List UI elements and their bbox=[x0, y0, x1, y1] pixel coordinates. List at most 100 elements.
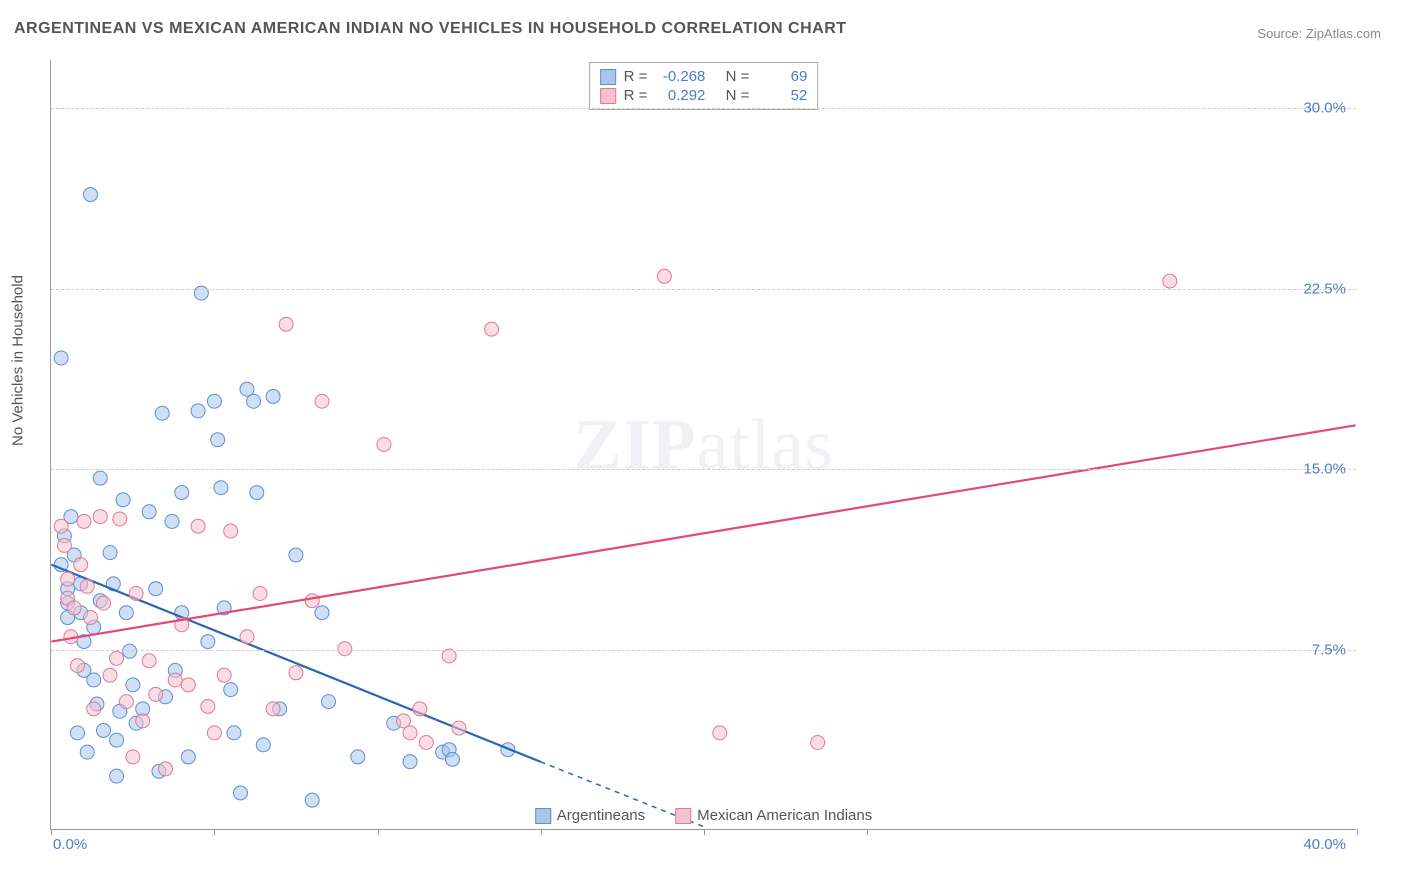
data-point bbox=[119, 695, 133, 709]
data-point bbox=[54, 351, 68, 365]
data-point bbox=[168, 673, 182, 687]
data-point bbox=[713, 726, 727, 740]
data-point bbox=[201, 699, 215, 713]
data-point bbox=[224, 524, 238, 538]
data-point bbox=[110, 651, 124, 665]
data-point bbox=[1163, 274, 1177, 288]
trend-line bbox=[51, 425, 1355, 641]
legend-swatch-1 bbox=[675, 808, 691, 824]
xtick-label: 40.0% bbox=[1303, 836, 1346, 853]
xtick bbox=[214, 829, 215, 835]
data-point bbox=[54, 519, 68, 533]
data-point bbox=[74, 558, 88, 572]
data-point bbox=[70, 659, 84, 673]
trend-line bbox=[51, 565, 540, 762]
data-point bbox=[207, 394, 221, 408]
data-point bbox=[211, 433, 225, 447]
data-point bbox=[116, 493, 130, 507]
data-point bbox=[445, 752, 459, 766]
xtick bbox=[1357, 829, 1358, 835]
data-point bbox=[165, 514, 179, 528]
gridline bbox=[51, 108, 1356, 109]
data-point bbox=[97, 723, 111, 737]
data-point bbox=[149, 687, 163, 701]
data-point bbox=[129, 587, 143, 601]
xtick bbox=[704, 829, 705, 835]
data-point bbox=[256, 738, 270, 752]
xtick bbox=[867, 829, 868, 835]
ytick-label: 7.5% bbox=[1312, 641, 1346, 658]
data-point bbox=[233, 786, 247, 800]
data-point bbox=[97, 596, 111, 610]
data-point bbox=[175, 486, 189, 500]
data-point bbox=[87, 673, 101, 687]
data-point bbox=[250, 486, 264, 500]
xtick bbox=[51, 829, 52, 835]
data-point bbox=[158, 762, 172, 776]
data-point bbox=[214, 481, 228, 495]
data-point bbox=[119, 606, 133, 620]
source-attribution: Source: ZipAtlas.com bbox=[1257, 26, 1381, 41]
data-point bbox=[126, 750, 140, 764]
data-point bbox=[247, 394, 261, 408]
data-point bbox=[419, 735, 433, 749]
data-point bbox=[452, 721, 466, 735]
legend-item-0: Argentineans bbox=[535, 807, 645, 824]
legend-label-0: Argentineans bbox=[557, 807, 645, 824]
data-point bbox=[266, 389, 280, 403]
legend-swatch-0 bbox=[535, 808, 551, 824]
ytick-label: 15.0% bbox=[1303, 461, 1346, 478]
data-point bbox=[181, 678, 195, 692]
data-point bbox=[279, 317, 293, 331]
data-point bbox=[93, 510, 107, 524]
gridline bbox=[51, 469, 1356, 470]
data-point bbox=[181, 750, 195, 764]
xtick bbox=[541, 829, 542, 835]
gridline bbox=[51, 650, 1356, 651]
chart-title: ARGENTINEAN VS MEXICAN AMERICAN INDIAN N… bbox=[14, 20, 847, 38]
data-point bbox=[305, 594, 319, 608]
bottom-legend: Argentineans Mexican American Indians bbox=[535, 807, 873, 824]
data-point bbox=[136, 714, 150, 728]
xtick bbox=[378, 829, 379, 835]
ytick-label: 22.5% bbox=[1303, 280, 1346, 297]
data-point bbox=[80, 745, 94, 759]
source-label: Source: bbox=[1257, 26, 1302, 41]
legend-item-1: Mexican American Indians bbox=[675, 807, 872, 824]
gridline bbox=[51, 289, 1356, 290]
data-point bbox=[201, 635, 215, 649]
data-point bbox=[811, 735, 825, 749]
source-link[interactable]: ZipAtlas.com bbox=[1306, 26, 1381, 41]
data-point bbox=[442, 649, 456, 663]
data-point bbox=[227, 726, 241, 740]
data-point bbox=[83, 188, 97, 202]
plot-svg bbox=[51, 60, 1356, 829]
data-point bbox=[351, 750, 365, 764]
data-point bbox=[207, 726, 221, 740]
data-point bbox=[142, 505, 156, 519]
ytick-label: 30.0% bbox=[1303, 100, 1346, 117]
data-point bbox=[413, 702, 427, 716]
y-axis-label: No Vehicles in Household bbox=[10, 275, 27, 446]
data-point bbox=[217, 668, 231, 682]
data-point bbox=[110, 733, 124, 747]
data-point bbox=[191, 404, 205, 418]
data-point bbox=[322, 695, 336, 709]
data-point bbox=[155, 406, 169, 420]
data-point bbox=[240, 630, 254, 644]
data-point bbox=[305, 793, 319, 807]
data-point bbox=[266, 702, 280, 716]
data-point bbox=[87, 702, 101, 716]
data-point bbox=[289, 666, 303, 680]
data-point bbox=[315, 606, 329, 620]
data-point bbox=[191, 519, 205, 533]
data-point bbox=[149, 582, 163, 596]
xtick-label: 0.0% bbox=[53, 836, 87, 853]
data-point bbox=[485, 322, 499, 336]
data-point bbox=[253, 587, 267, 601]
data-point bbox=[113, 512, 127, 526]
data-point bbox=[142, 654, 156, 668]
data-point bbox=[103, 668, 117, 682]
data-point bbox=[70, 726, 84, 740]
data-point bbox=[57, 538, 71, 552]
